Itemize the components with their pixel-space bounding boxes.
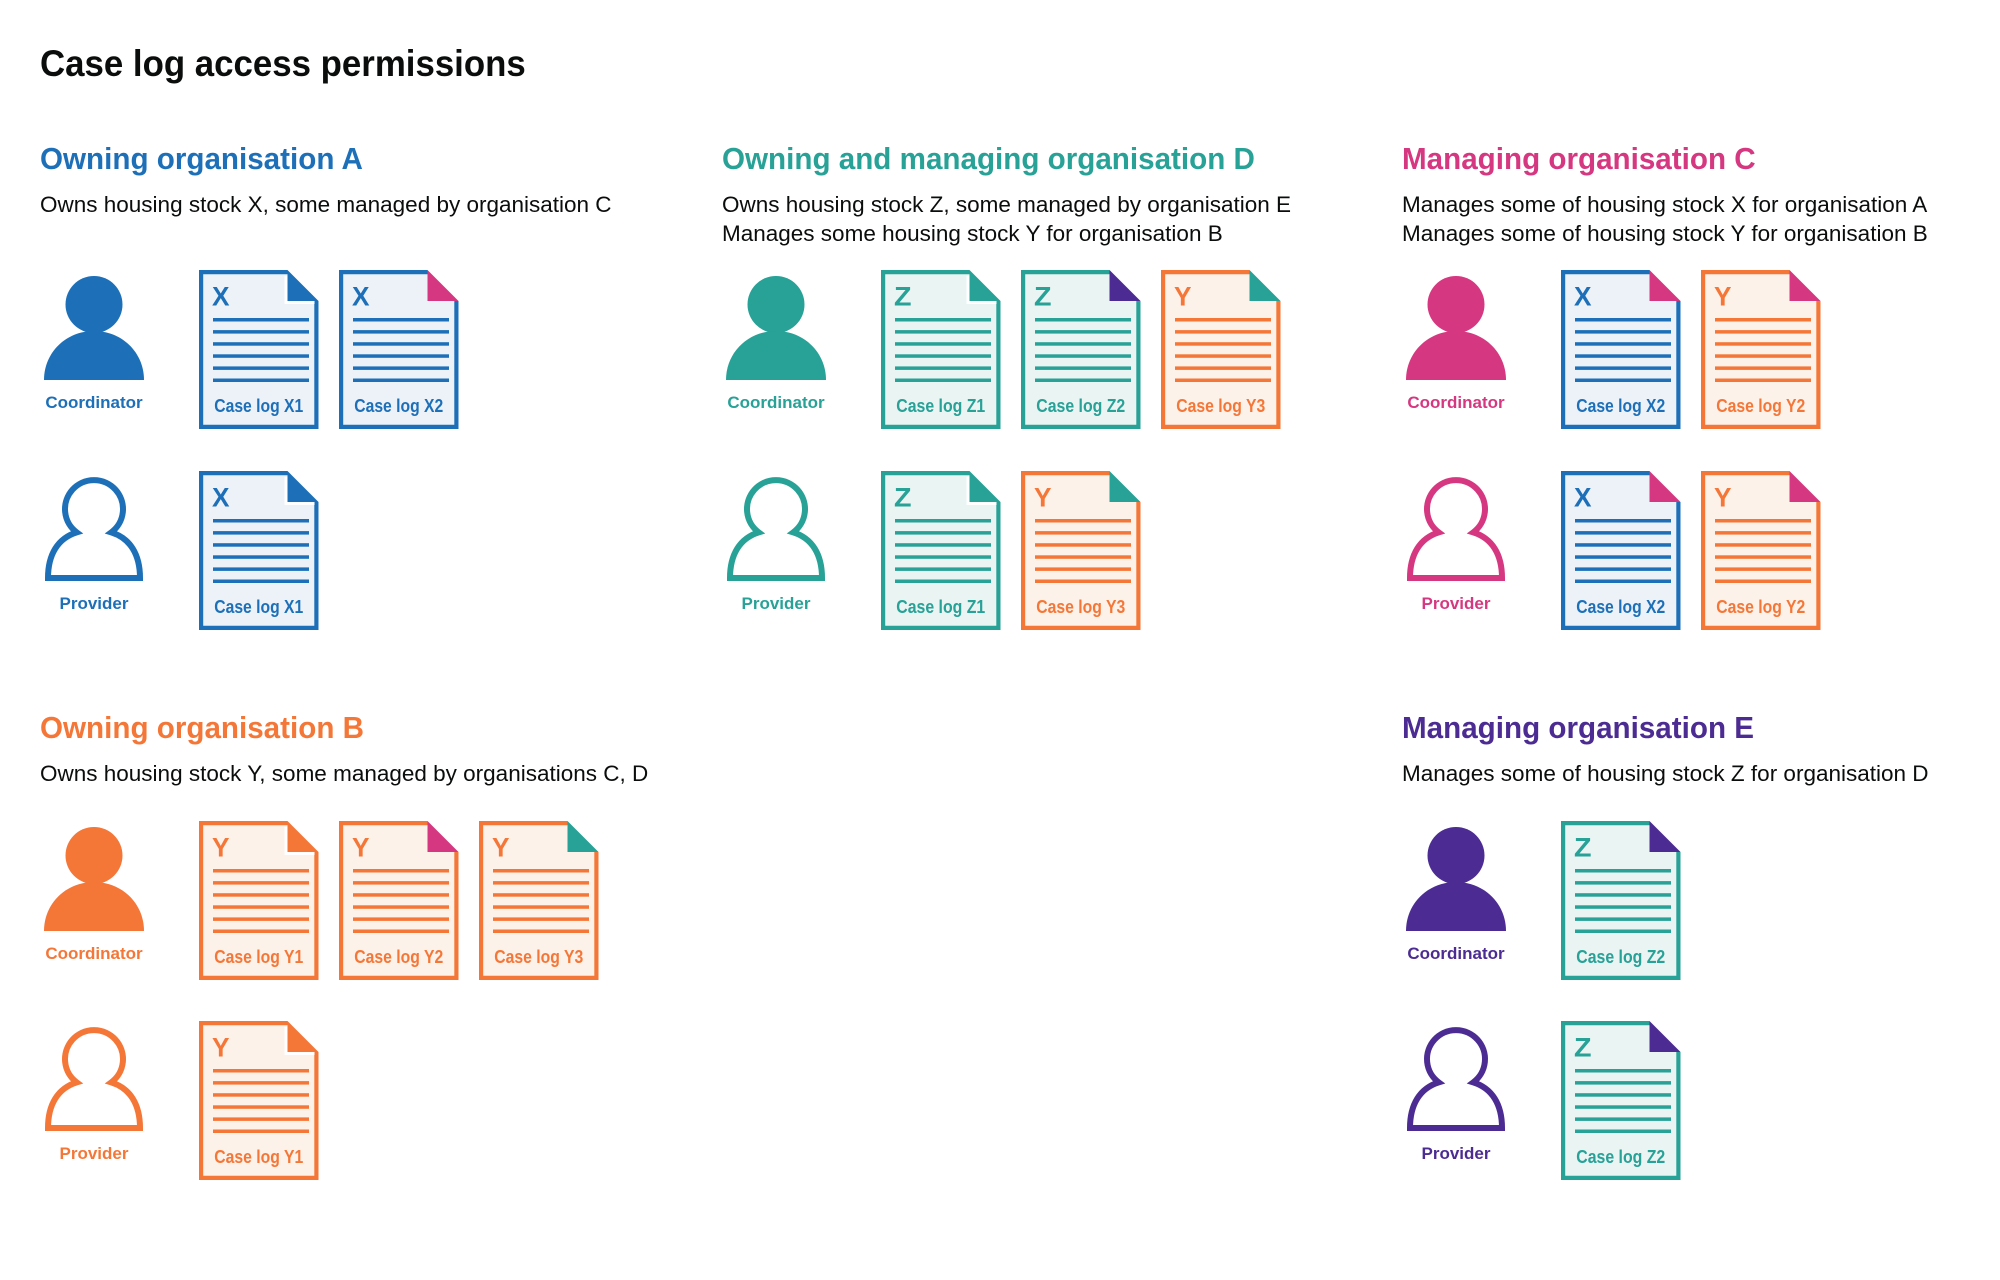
svg-text:Y: Y bbox=[1034, 483, 1052, 513]
svg-text:Case log Z2: Case log Z2 bbox=[1036, 395, 1125, 416]
svg-text:Z: Z bbox=[1574, 1033, 1592, 1063]
svg-text:Y: Y bbox=[212, 1033, 230, 1063]
svg-text:Z: Z bbox=[894, 483, 912, 513]
svg-text:X: X bbox=[212, 483, 230, 513]
svg-text:Z: Z bbox=[1034, 282, 1052, 312]
svg-text:Case log Y3: Case log Y3 bbox=[494, 946, 583, 967]
svg-text:Case log Y3: Case log Y3 bbox=[1036, 596, 1125, 617]
svg-text:Case log Z2: Case log Z2 bbox=[1576, 1146, 1665, 1167]
svg-text:Case log X1: Case log X1 bbox=[214, 395, 303, 416]
svg-text:Case log X2: Case log X2 bbox=[354, 395, 443, 416]
svg-text:Y: Y bbox=[1174, 282, 1192, 312]
svg-text:X: X bbox=[1574, 282, 1592, 312]
svg-text:Case log Z1: Case log Z1 bbox=[896, 395, 985, 416]
svg-text:Y: Y bbox=[1714, 282, 1732, 312]
svg-text:Case log Y2: Case log Y2 bbox=[354, 946, 443, 967]
svg-text:X: X bbox=[352, 282, 370, 312]
svg-text:Case log Y1: Case log Y1 bbox=[214, 1146, 303, 1167]
svg-text:X: X bbox=[1574, 483, 1592, 513]
svg-text:Case log Z2: Case log Z2 bbox=[1576, 946, 1665, 967]
svg-text:Y: Y bbox=[352, 833, 370, 863]
svg-text:Case log Y2: Case log Y2 bbox=[1716, 395, 1805, 416]
svg-text:Case log Z1: Case log Z1 bbox=[896, 596, 985, 617]
svg-text:Z: Z bbox=[894, 282, 912, 312]
svg-text:Z: Z bbox=[1574, 833, 1592, 863]
svg-text:Y: Y bbox=[212, 833, 230, 863]
svg-text:Case log X1: Case log X1 bbox=[214, 596, 303, 617]
svg-text:Y: Y bbox=[492, 833, 510, 863]
svg-text:X: X bbox=[212, 282, 230, 312]
svg-text:Y: Y bbox=[1714, 483, 1732, 513]
svg-text:Case log Y2: Case log Y2 bbox=[1716, 596, 1805, 617]
svg-text:Case log Y3: Case log Y3 bbox=[1176, 395, 1265, 416]
svg-text:Case log X2: Case log X2 bbox=[1576, 395, 1665, 416]
svg-text:Case log X2: Case log X2 bbox=[1576, 596, 1665, 617]
svg-text:Case log Y1: Case log Y1 bbox=[214, 946, 303, 967]
